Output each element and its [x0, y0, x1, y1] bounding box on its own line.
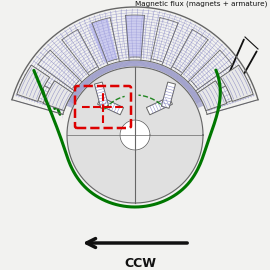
Polygon shape — [126, 16, 144, 56]
Polygon shape — [67, 67, 203, 203]
Polygon shape — [120, 120, 150, 150]
Polygon shape — [43, 81, 73, 111]
Polygon shape — [97, 97, 124, 115]
Polygon shape — [161, 82, 176, 108]
Polygon shape — [220, 65, 253, 102]
Polygon shape — [94, 82, 109, 108]
Text: CCW: CCW — [124, 257, 156, 270]
Text: Magnetic flux (magnets + armature): Magnetic flux (magnets + armature) — [135, 1, 267, 7]
Polygon shape — [17, 65, 50, 102]
Polygon shape — [146, 97, 173, 115]
Polygon shape — [89, 19, 117, 62]
Polygon shape — [197, 81, 227, 111]
